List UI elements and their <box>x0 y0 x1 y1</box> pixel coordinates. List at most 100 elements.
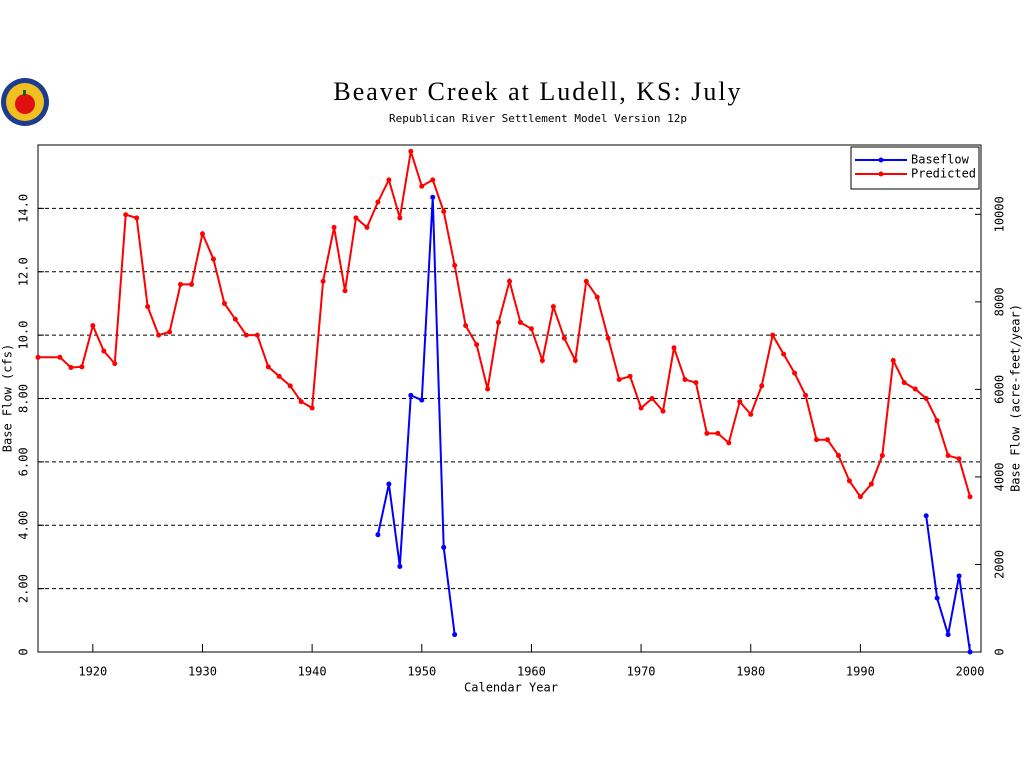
data-point <box>605 335 611 341</box>
series-line <box>38 151 971 499</box>
data-point <box>441 209 447 215</box>
data-point <box>627 373 633 379</box>
legend-label: Baseflow <box>911 153 970 167</box>
data-point <box>671 345 677 351</box>
y-tick-label: 8.00 <box>17 384 31 413</box>
data-point <box>375 532 381 538</box>
data-point <box>199 231 205 237</box>
data-point <box>890 357 896 363</box>
data-point <box>857 494 863 500</box>
data-point <box>507 278 512 284</box>
data-point <box>528 326 534 332</box>
data-point <box>803 392 809 398</box>
data-point <box>265 364 271 370</box>
data-point <box>616 376 622 382</box>
data-point <box>123 212 129 218</box>
data-point <box>232 316 238 322</box>
data-point <box>726 440 732 446</box>
x-tick-label: 1920 <box>78 665 107 679</box>
legend-marker <box>878 157 884 163</box>
data-point <box>441 544 447 550</box>
data-point <box>485 386 491 392</box>
data-point <box>79 364 85 370</box>
data-point <box>287 383 293 389</box>
data-point <box>430 194 436 200</box>
data-point <box>35 354 41 360</box>
data-point <box>386 177 392 183</box>
chart-subtitle: Republican River Settlement Model Versio… <box>389 112 687 125</box>
data-point <box>397 215 403 221</box>
data-point <box>386 481 392 487</box>
data-point <box>309 405 315 411</box>
y-tick-label: 2.00 <box>17 574 31 603</box>
data-point <box>748 411 754 417</box>
x-tick-label: 1940 <box>298 665 327 679</box>
data-point <box>879 453 885 459</box>
y2-tick-label: 10000 <box>993 196 1007 232</box>
x-axis-label: Calendar Year <box>464 681 558 695</box>
y-tick-label: 0 <box>17 648 31 655</box>
data-point <box>934 418 940 424</box>
chart-title: Beaver Creek at Ludell, KS: July <box>333 77 742 106</box>
data-point <box>178 281 184 287</box>
y-tick-label: 14.0 <box>17 194 31 223</box>
data-point <box>408 392 414 398</box>
legend-box <box>850 146 980 190</box>
y2-tick-label: 6000 <box>993 375 1007 404</box>
data-point <box>408 148 414 154</box>
data-point <box>189 281 195 287</box>
data-point <box>835 453 841 459</box>
data-point <box>57 354 63 360</box>
data-point <box>353 215 359 221</box>
data-point <box>638 405 644 411</box>
data-point <box>934 595 940 601</box>
data-point <box>134 215 140 221</box>
data-point <box>68 364 74 370</box>
data-point <box>364 224 370 230</box>
data-point <box>660 408 666 414</box>
y2-axis-label: Base Flow (acre-feet/year) <box>1009 304 1023 492</box>
data-point <box>923 396 929 401</box>
data-point <box>90 323 96 329</box>
y-tick-label: 6.00 <box>17 447 31 476</box>
x-tick-label: 1950 <box>407 665 436 679</box>
data-point <box>901 380 907 386</box>
data-point <box>517 319 523 325</box>
data-point <box>145 304 151 310</box>
data-point <box>682 376 688 382</box>
data-point <box>331 224 337 230</box>
y-axis-label: Base Flow (cfs) <box>1 344 15 452</box>
data-point <box>254 332 260 338</box>
data-point <box>572 357 578 363</box>
data-point <box>737 399 743 405</box>
y2-tick-label: 0 <box>993 648 1007 655</box>
data-point <box>342 288 348 294</box>
x-tick-label: 1970 <box>627 665 656 679</box>
y-tick-label: 12.0 <box>17 257 31 286</box>
data-point <box>452 262 458 268</box>
data-point <box>759 383 765 389</box>
data-point <box>298 399 304 405</box>
y2-tick-label: 4000 <box>993 462 1007 491</box>
data-point <box>397 563 403 569</box>
data-point <box>824 437 830 443</box>
data-point <box>243 332 249 338</box>
x-tick-label: 1930 <box>188 665 217 679</box>
data-point <box>210 256 216 262</box>
data-point <box>583 278 589 284</box>
data-point <box>945 632 951 638</box>
legend-label: Predicted <box>911 167 976 181</box>
data-point <box>868 481 874 487</box>
data-point <box>156 332 162 338</box>
data-point <box>320 278 326 284</box>
data-point <box>539 357 545 363</box>
data-point <box>463 323 469 329</box>
x-tick-label: 1990 <box>846 665 875 679</box>
data-point <box>792 370 798 376</box>
data-point <box>276 373 282 379</box>
data-point <box>419 397 425 403</box>
data-point <box>923 513 929 519</box>
data-point <box>430 177 436 183</box>
legend-marker <box>878 171 884 177</box>
